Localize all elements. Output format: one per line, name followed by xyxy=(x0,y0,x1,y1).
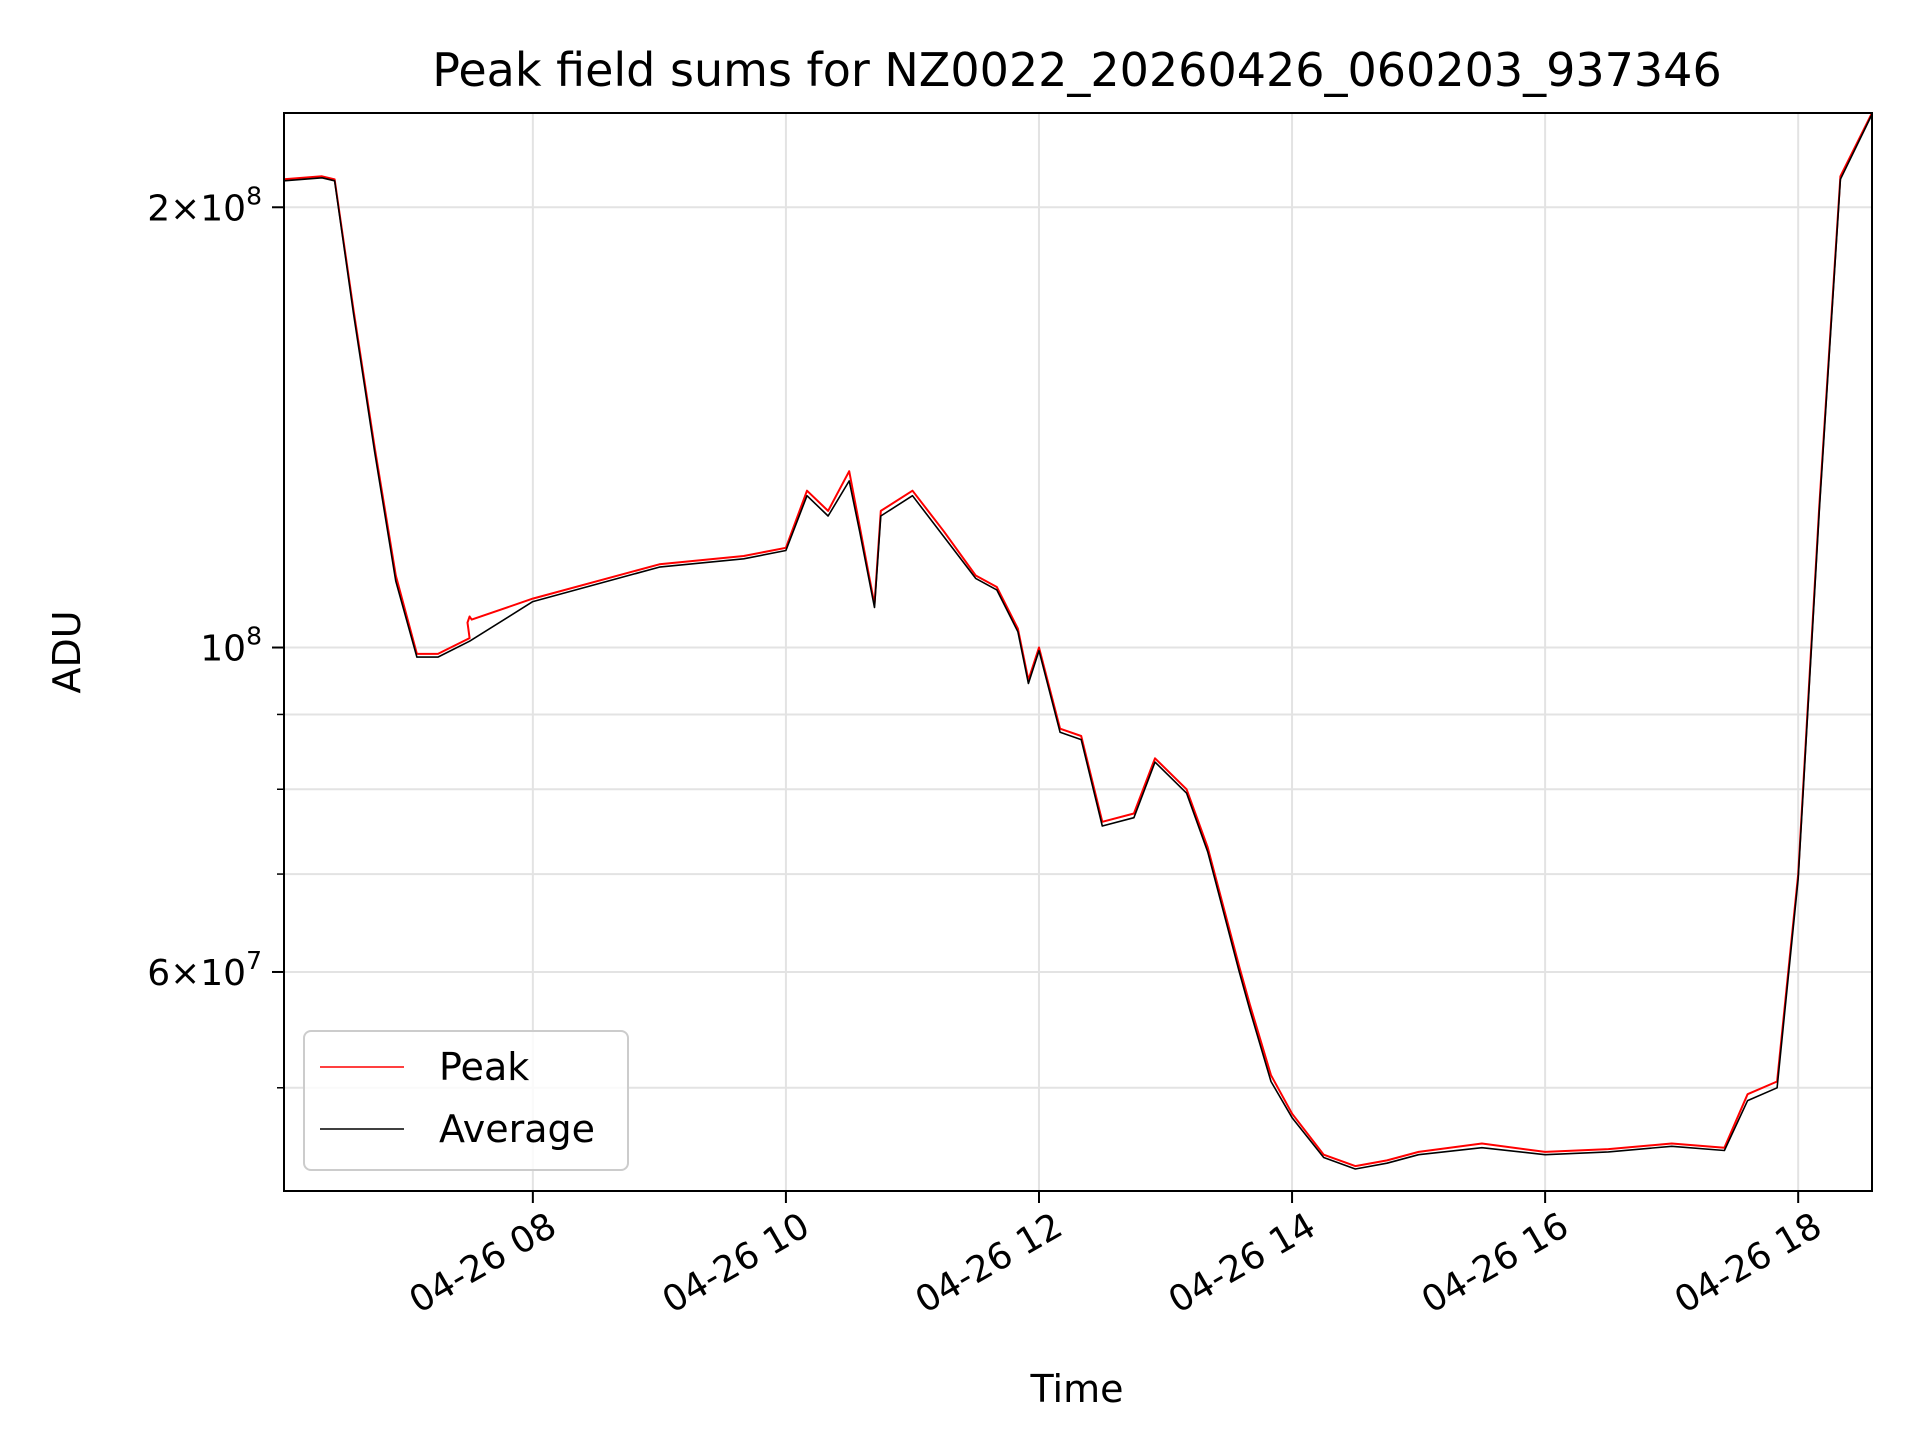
legend-label-average: Average xyxy=(439,1107,595,1151)
legend: Peak Average xyxy=(303,1030,629,1171)
y-axis: 6×107 108 2×108 xyxy=(147,181,284,1089)
plot-series xyxy=(283,112,1873,1170)
y-axis-title: ADU xyxy=(45,610,89,693)
chart-title: Peak field sums for NZ0022_20260426_0602… xyxy=(432,43,1721,97)
y-tick-label: 2×108 xyxy=(147,181,262,229)
x-axis-title: Time xyxy=(1030,1367,1124,1411)
legend-box xyxy=(303,1030,629,1171)
grid xyxy=(284,113,1872,1191)
plot-frame xyxy=(283,112,1873,1192)
y-tick-label: 6×107 xyxy=(147,946,262,994)
y-tick-label: 108 xyxy=(200,622,262,670)
series-line-average xyxy=(283,114,1873,1170)
legend-label-peak: Peak xyxy=(439,1045,529,1089)
